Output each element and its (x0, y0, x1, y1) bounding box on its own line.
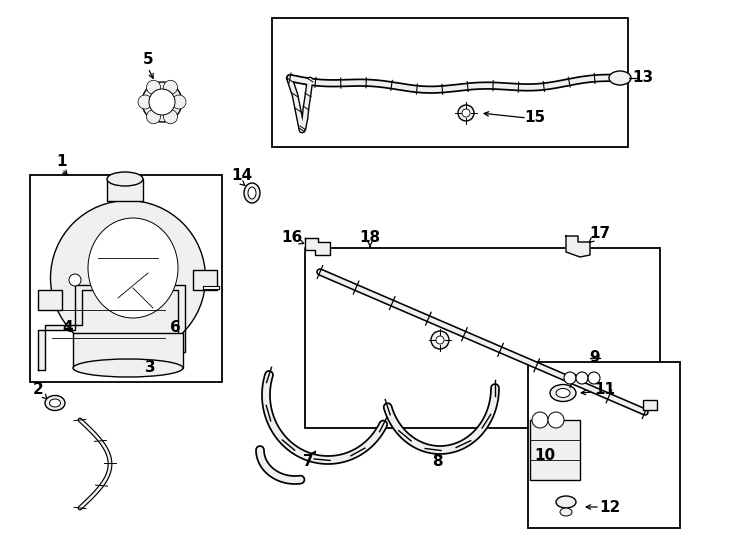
Circle shape (588, 372, 600, 384)
Circle shape (69, 274, 81, 286)
Bar (305, 248, 660, 428)
Ellipse shape (49, 399, 60, 407)
Circle shape (548, 412, 564, 428)
Ellipse shape (560, 508, 572, 516)
Circle shape (462, 109, 470, 117)
Bar (38, 290, 62, 310)
Bar (530, 420, 580, 480)
Text: 17: 17 (589, 226, 611, 240)
Text: 18: 18 (360, 230, 380, 245)
Bar (193, 270, 217, 290)
Ellipse shape (550, 384, 576, 402)
Circle shape (458, 105, 474, 121)
Bar (30, 175, 222, 382)
Ellipse shape (556, 388, 570, 397)
Bar (73, 333, 183, 368)
Circle shape (532, 412, 548, 428)
Bar (643, 400, 657, 410)
Ellipse shape (107, 172, 143, 186)
Circle shape (564, 372, 576, 384)
Text: 7: 7 (302, 455, 313, 469)
Text: 2: 2 (32, 382, 43, 397)
Text: 3: 3 (145, 361, 156, 375)
Ellipse shape (609, 71, 631, 85)
Ellipse shape (51, 200, 206, 355)
Circle shape (149, 89, 175, 115)
Circle shape (164, 80, 178, 94)
Circle shape (164, 110, 178, 124)
Bar (272, 18, 628, 147)
Text: 11: 11 (595, 382, 616, 397)
Text: 16: 16 (281, 230, 302, 245)
Text: 4: 4 (62, 321, 73, 335)
Ellipse shape (73, 359, 183, 377)
Text: 8: 8 (432, 455, 443, 469)
Ellipse shape (248, 187, 256, 199)
Text: 1: 1 (57, 154, 68, 170)
Circle shape (142, 82, 182, 122)
Circle shape (436, 336, 444, 344)
Text: 6: 6 (170, 321, 181, 335)
Text: 9: 9 (589, 350, 600, 366)
Ellipse shape (45, 395, 65, 410)
Circle shape (172, 95, 186, 109)
Bar (107, 179, 143, 201)
Text: 14: 14 (231, 167, 252, 183)
Ellipse shape (88, 218, 178, 318)
Circle shape (147, 80, 161, 94)
Text: 10: 10 (534, 448, 556, 462)
Circle shape (138, 95, 152, 109)
Text: 5: 5 (142, 52, 153, 68)
Circle shape (576, 372, 588, 384)
Bar (528, 362, 680, 528)
Ellipse shape (556, 496, 576, 508)
Polygon shape (38, 285, 185, 370)
Circle shape (147, 110, 161, 124)
Text: 13: 13 (633, 71, 653, 85)
Polygon shape (305, 238, 330, 255)
Circle shape (431, 331, 449, 349)
Polygon shape (566, 236, 590, 257)
Text: 15: 15 (524, 111, 545, 125)
Text: 12: 12 (600, 500, 621, 515)
Ellipse shape (244, 183, 260, 203)
